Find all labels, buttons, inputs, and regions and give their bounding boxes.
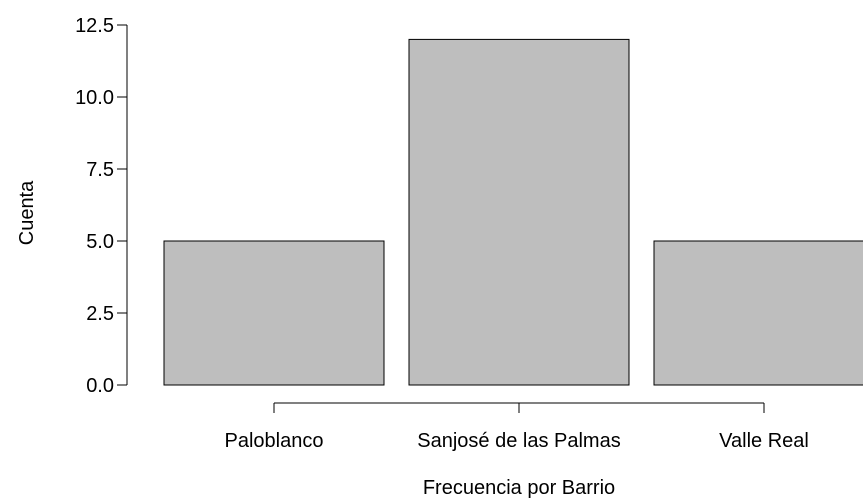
bar — [163, 240, 385, 386]
x-axis: Paloblanco Sanjosé de las Palmas Valle Rea… — [225, 402, 809, 452]
y-tick-label: 2.5 — [86, 303, 114, 325]
y-tick-label: 5.0 — [86, 231, 114, 253]
y-tick-label: 12.5 — [75, 15, 114, 37]
y-tick-label: 7.5 — [86, 159, 114, 181]
bars — [163, 38, 863, 386]
y-tick-label: 0.0 — [86, 375, 114, 397]
x-tick-label: Sanjosé de las Palmas — [417, 430, 620, 452]
y-tick-label: 10.0 — [75, 87, 114, 109]
bar — [408, 38, 630, 386]
x-axis-title: Frecuencia por Barrio — [423, 477, 615, 499]
y-axis-title: Cuenta — [16, 180, 38, 245]
y-axis: 0.0 2.5 5.0 7.5 10.0 12.5 — [75, 15, 128, 397]
x-tick-label: Valle Real — [719, 430, 809, 452]
bar — [653, 240, 863, 386]
x-tick-label: Paloblanco — [225, 430, 324, 452]
